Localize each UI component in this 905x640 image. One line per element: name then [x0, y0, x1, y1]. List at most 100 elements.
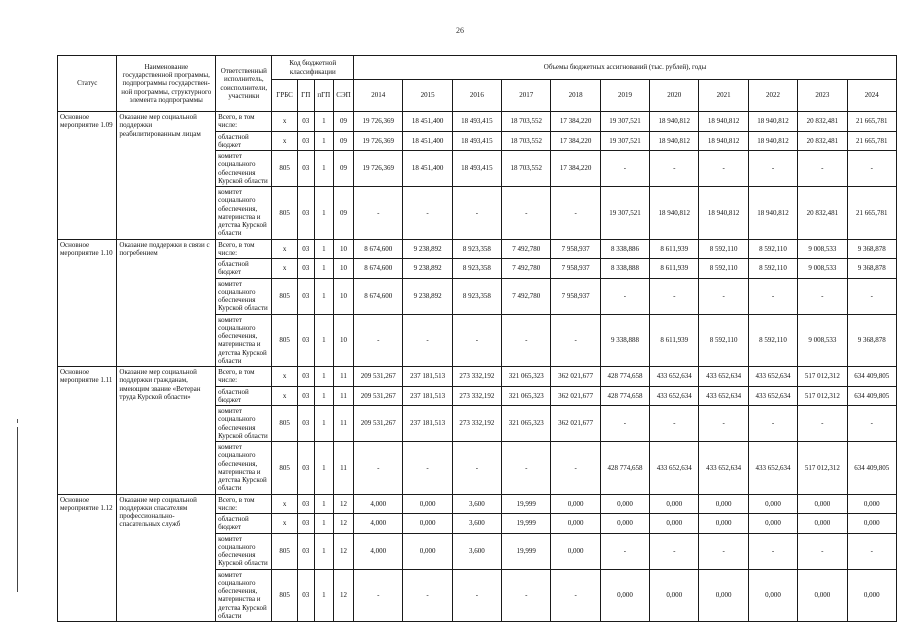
value-cell-2019: 19 307,521 — [599, 186, 651, 240]
value-cell-2020: 433 652,634 — [649, 441, 700, 495]
value-cell-2019: - — [599, 150, 651, 187]
code-pgp-cell: 1 — [313, 130, 334, 151]
header-status: Статус — [56, 55, 118, 112]
value-cell-2017: - — [501, 186, 552, 240]
value-cell-2016: 18 493,415 — [451, 150, 503, 187]
value-cell-2022: 433 652,634 — [747, 366, 799, 387]
value-cell-2024: - — [846, 150, 897, 187]
value-cell-2014: 209 531,267 — [353, 366, 404, 387]
executor-cell: областной бюджет — [215, 258, 273, 279]
fold-mark-dot — [17, 419, 18, 423]
code-gp-cell: 03 — [296, 111, 315, 132]
value-cell-2022: 8 592,110 — [747, 238, 799, 259]
value-cell-2020: 8 611,939 — [649, 313, 700, 367]
value-cell-2023: 517 012,312 — [797, 441, 848, 495]
measure-name-cell: Оказание мер социальной поддержки спасат… — [116, 493, 217, 622]
value-cell-2019: 19 307,521 — [599, 111, 651, 132]
code-gp-cell: 03 — [296, 493, 315, 514]
value-cell-2018: - — [550, 568, 601, 622]
value-cell-2021: - — [698, 532, 749, 570]
value-cell-2015: 18 451,400 — [402, 130, 453, 151]
code-pgp-cell: 1 — [313, 111, 334, 132]
value-cell-2020: 18 940,812 — [649, 111, 700, 132]
value-cell-2016: 273 332,192 — [451, 405, 503, 442]
value-cell-2015: - — [402, 568, 453, 622]
header-year-2017: 2017 — [501, 79, 552, 112]
code-grbs-cell: 805 — [271, 532, 298, 570]
value-cell-2018: 7 958,937 — [550, 238, 601, 259]
header-year-2021: 2021 — [698, 79, 749, 112]
value-cell-2019: 0,000 — [599, 493, 651, 514]
header-code-col-1: ГП — [296, 79, 315, 112]
code-pgp-cell: 1 — [313, 441, 334, 495]
value-cell-2020: 0,000 — [649, 513, 700, 534]
executor-cell: комитет социального обеспечения, материн… — [215, 441, 273, 495]
value-cell-2014: 8 674,600 — [353, 258, 404, 279]
value-cell-2014: - — [353, 313, 404, 367]
executor-cell: комитет социального обеспечения Курской … — [215, 150, 273, 187]
code-pgp-cell: 1 — [313, 493, 334, 514]
table-row: Основное мероприятие 1.12 Оказание мер со… — [56, 493, 897, 622]
value-cell-2021: - — [698, 150, 749, 187]
code-sep-cell: 12 — [332, 532, 355, 570]
code-gp-cell: 03 — [296, 277, 315, 315]
value-cell-2017: - — [501, 313, 552, 367]
executor-cell: комитет социального обеспечения, материн… — [215, 568, 273, 622]
value-cell-2020: 18 940,812 — [649, 186, 700, 240]
header-volumes: Объемы бюджетных ассигнований (тыс. рубл… — [353, 55, 897, 80]
status-cell: Основное мероприятие 1.09 — [56, 111, 118, 240]
value-cell-2015: 9 238,892 — [402, 258, 453, 279]
value-cell-2023: 9 008,533 — [797, 258, 848, 279]
fold-mark-line — [17, 427, 18, 592]
value-cell-2015: 237 181,513 — [402, 366, 453, 387]
value-cell-2016: - — [451, 568, 503, 622]
value-cell-2021: 18 940,812 — [698, 130, 749, 151]
value-cell-2019: 8 338,886 — [599, 238, 651, 259]
header-code-col-0: ГРБС — [271, 79, 298, 112]
code-gp-cell: 03 — [296, 532, 315, 570]
code-gp-cell: 03 — [296, 405, 315, 442]
value-cell-2018: 362 021,677 — [550, 366, 601, 387]
value-cell-2020: 18 940,812 — [649, 130, 700, 151]
status-cell: Основное мероприятие 1.10 — [56, 238, 118, 367]
value-cell-2015: 0,000 — [402, 532, 453, 570]
value-cell-2022: 18 940,812 — [747, 186, 799, 240]
value-cell-2015: - — [402, 186, 453, 240]
value-cell-2014: 19 726,369 — [353, 111, 404, 132]
code-gp-cell: 03 — [296, 313, 315, 367]
value-cell-2019: 19 307,521 — [599, 130, 651, 151]
value-cell-2020: - — [649, 532, 700, 570]
measure-name-cell: Оказание поддержки в связи с погребением — [116, 238, 217, 367]
status-cell: Основное мероприятие 1.12 — [56, 493, 118, 622]
value-cell-2016: 18 493,415 — [451, 130, 503, 151]
code-sep-cell: 12 — [332, 513, 355, 534]
value-cell-2018: 7 958,937 — [550, 277, 601, 315]
value-cell-2022: 0,000 — [747, 493, 799, 514]
value-cell-2024: 634 409,805 — [846, 385, 897, 406]
value-cell-2015: - — [402, 441, 453, 495]
code-sep-cell: 12 — [332, 568, 355, 622]
header-executor: Ответственный исполнитель, соисполнители… — [215, 55, 273, 112]
code-pgp-cell: 1 — [313, 238, 334, 259]
value-cell-2021: - — [698, 405, 749, 442]
executor-cell: областной бюджет — [215, 385, 273, 406]
value-cell-2017: 7 492,780 — [501, 277, 552, 315]
value-cell-2016: 18 493,415 — [451, 111, 503, 132]
value-cell-2022: - — [747, 150, 799, 187]
value-cell-2016: 3,600 — [451, 513, 503, 534]
value-cell-2023: 0,000 — [797, 493, 848, 514]
table-row: комитет социального обеспечения Курской … — [58, 277, 897, 315]
value-cell-2018: 362 021,677 — [550, 405, 601, 442]
value-cell-2022: - — [747, 532, 799, 570]
value-cell-2017: 19,999 — [501, 513, 552, 534]
value-cell-2020: 8 611,939 — [649, 238, 700, 259]
table-row: областной бюджет x 03 1 11 209 531,267 237 181… — [58, 385, 897, 406]
value-cell-2024: 21 665,781 — [846, 111, 897, 132]
header-year-2018: 2018 — [550, 79, 601, 112]
value-cell-2023: - — [797, 405, 848, 442]
value-cell-2018: - — [550, 441, 601, 495]
value-cell-2020: 0,000 — [649, 493, 700, 514]
value-cell-2020: - — [649, 150, 700, 187]
value-cell-2024: 21 665,781 — [846, 130, 897, 151]
value-cell-2023: - — [797, 150, 848, 187]
